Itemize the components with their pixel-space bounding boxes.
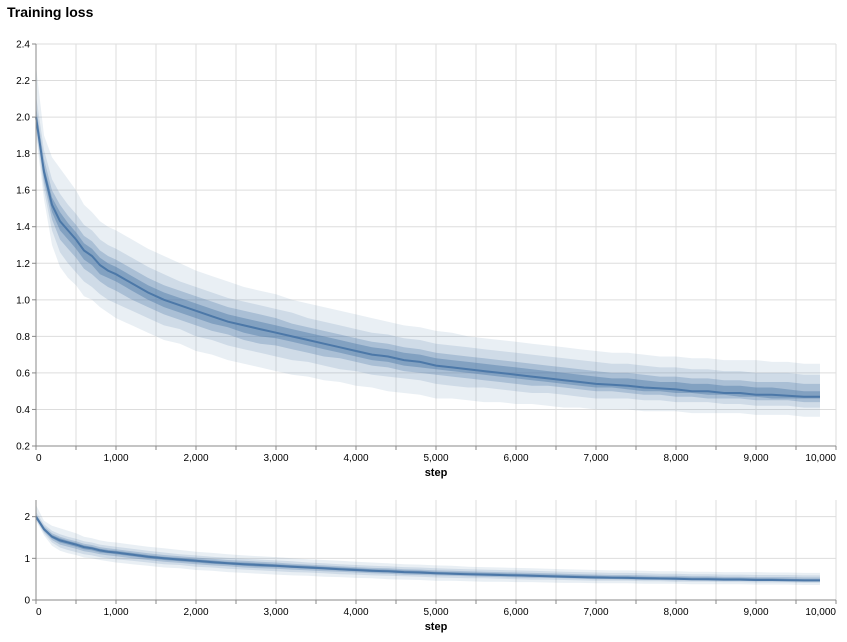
x-tick-label: 2,000 (183, 453, 208, 464)
x-tick-label: 6,000 (503, 607, 528, 618)
y-tick-label: 1.2 (16, 259, 30, 270)
band-25-75 (36, 514, 820, 582)
x-tick-label: 6,000 (503, 453, 528, 464)
y-tick-label: 0.4 (16, 405, 30, 416)
band-15-85 (36, 511, 820, 583)
x-axis-title: step (425, 467, 448, 479)
x-tick-label: 4,000 (343, 607, 368, 618)
x-tick-label: 9,000 (743, 453, 768, 464)
x-tick-label: 3,000 (263, 453, 288, 464)
y-tick-label: 0.8 (16, 332, 30, 343)
x-tick-label: 0 (36, 453, 42, 464)
median-line (35, 516, 820, 582)
y-tick-label: 2.2 (16, 76, 30, 87)
y-tick-label: 0.2 (16, 442, 30, 453)
band-5-95 (36, 65, 820, 417)
chart-title: Training loss (7, 4, 94, 20)
band-5-95 (36, 505, 820, 585)
x-tick-label: 7,000 (583, 453, 608, 464)
y-tick-label: 2 (24, 512, 30, 523)
x-axis-title: step (425, 621, 448, 633)
y-tick-label: 1.6 (16, 186, 30, 197)
x-tick-label: 3,000 (263, 607, 288, 618)
x-tick-label: 8,000 (663, 453, 688, 464)
x-tick-label: 10,000 (805, 453, 836, 464)
x-tick-label: 5,000 (423, 607, 448, 618)
y-tick-label: 0 (24, 596, 30, 607)
x-tick-label: 10,000 (805, 607, 836, 618)
median-line (35, 116, 820, 398)
x-tick-label: 8,000 (663, 607, 688, 618)
x-tick-label: 7,000 (583, 607, 608, 618)
y-tick-label: 1.0 (16, 295, 30, 306)
y-tick-label: 1 (24, 554, 30, 565)
x-tick-label: 1,000 (103, 453, 128, 464)
x-tick-label: 4,000 (343, 453, 368, 464)
x-tick-label: 9,000 (743, 607, 768, 618)
band-15-85 (36, 95, 820, 408)
y-tick-label: 1.8 (16, 149, 30, 160)
overview-chart-panel[interactable]: 0 1 2 0 1,000 2,000 3,000 4,000 5,000 6,000 7,000 8… (24, 500, 837, 633)
y-tick-label: 1.4 (16, 222, 30, 233)
y-tick-label: 0.6 (16, 368, 30, 379)
x-tick-label: 1,000 (103, 607, 128, 618)
y-tick-label: 2.0 (16, 113, 30, 124)
x-tick-label: 2,000 (183, 607, 208, 618)
band-25-75 (36, 106, 820, 403)
main-chart-panel: 0.2 0.4 0.6 0.8 1.0 1.2 1.4 1.6 1.8 2.0 2.2 2.4 0 1,0… (16, 40, 837, 479)
y-tick-label: 2.4 (16, 40, 30, 51)
x-tick-label: 0 (36, 607, 42, 618)
band-35-65 (36, 111, 820, 399)
x-tick-label: 5,000 (423, 453, 448, 464)
